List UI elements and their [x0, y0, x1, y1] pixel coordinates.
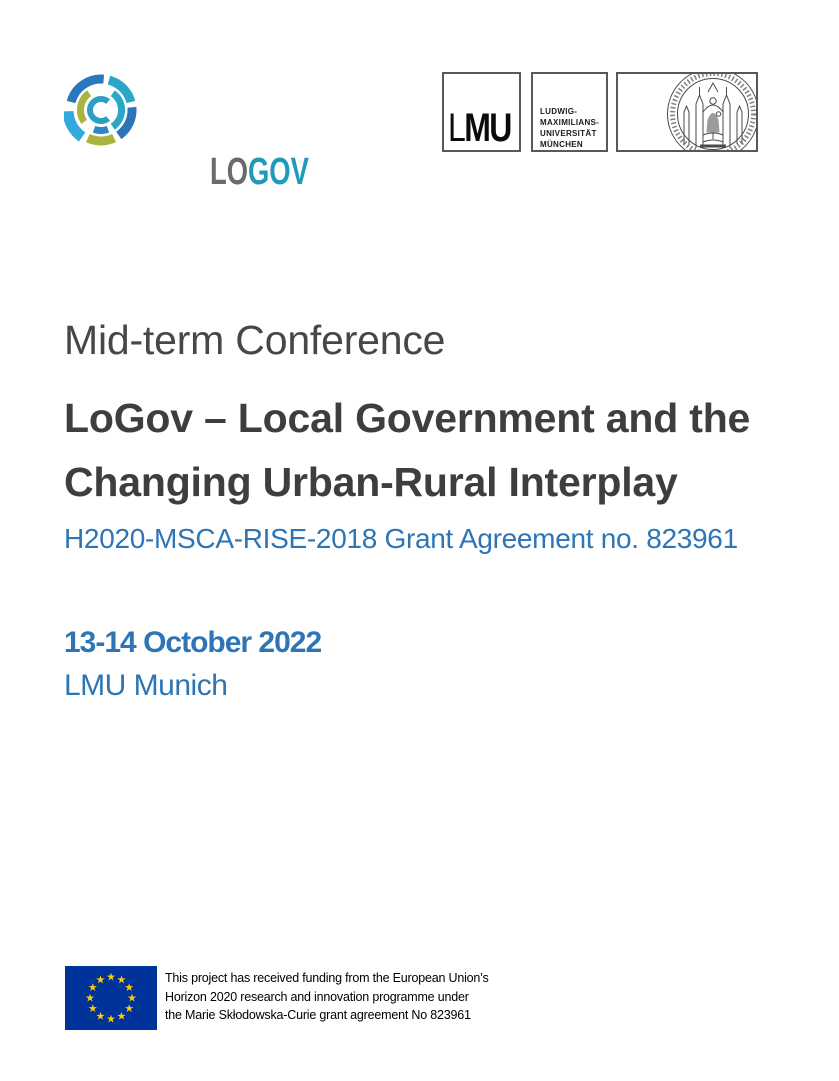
lmu-acronym-mu: MU	[464, 106, 512, 150]
lmu-name-box: LUDWIG- MAXIMILIANS- UNIVERSITÄT MÜNCHEN	[531, 72, 608, 152]
logov-wordmark: LOGOV	[210, 153, 309, 191]
logov-wordmark-gov: GOV	[248, 151, 309, 193]
funding-statement: This project has received funding from t…	[165, 969, 489, 1025]
project-title-line-2: Changing Urban-Rural Interplay	[64, 459, 678, 505]
university-seal-icon	[667, 74, 756, 150]
logov-icon	[64, 74, 137, 146]
lmu-logo-group: LMU LUDWIG- MAXIMILIANS- UNIVERSITÄT MÜN…	[442, 72, 758, 152]
grant-agreement-subtitle: H2020-MSCA-RISE-2018 Grant Agreement no.…	[64, 523, 738, 554]
lmu-acronym-box: LMU	[442, 72, 521, 152]
lmu-name-line: MÜNCHEN	[540, 140, 583, 149]
lmu-acronym: LMU	[448, 106, 512, 150]
conference-type-heading: Mid-term Conference	[64, 317, 446, 363]
logov-wordmark-lo: LO	[210, 151, 249, 193]
funding-statement-line: This project has received funding from t…	[165, 971, 489, 985]
lmu-name-line: UNIVERSITÄT	[540, 129, 597, 138]
lmu-name-line: MAXIMILIANS-	[540, 118, 600, 127]
event-venue: LMU Munich	[64, 669, 228, 702]
project-title-line-1: LoGov – Local Government and the	[64, 395, 751, 441]
funding-statement-line: Horizon 2020 research and innovation pro…	[165, 989, 469, 1004]
event-dates: 13-14 October 2022	[64, 626, 322, 659]
logov-logo: LOGOV	[64, 68, 344, 191]
eu-flag-icon	[65, 966, 157, 1030]
lmu-seal-box	[616, 72, 758, 152]
funding-statement-line: the Marie Skłodowska-Curie grant agreeme…	[165, 1008, 471, 1022]
lmu-acronym-l: L	[448, 106, 466, 150]
lmu-name-line: LUDWIG-	[540, 107, 578, 116]
